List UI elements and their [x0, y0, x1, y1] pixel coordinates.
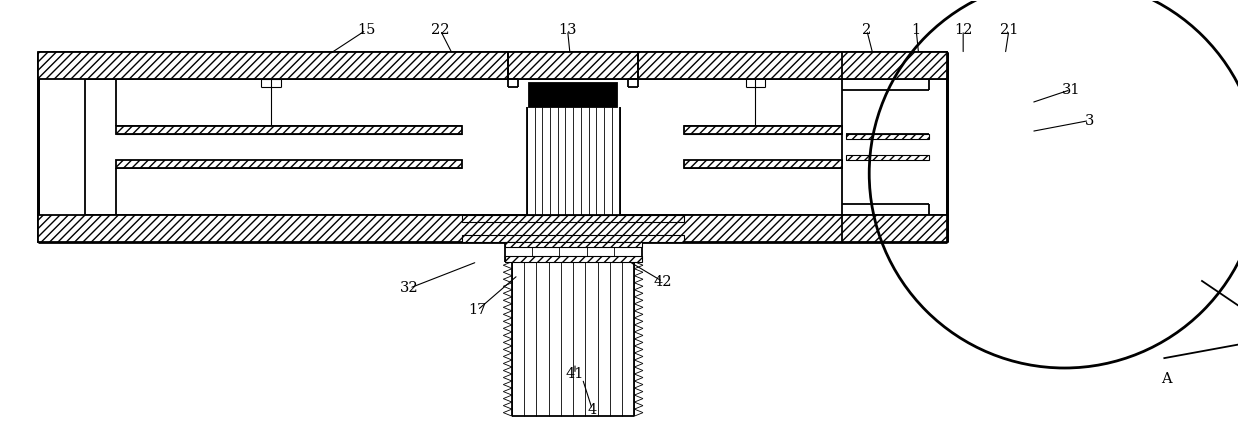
- Text: 32: 32: [400, 281, 419, 295]
- Text: 12: 12: [954, 23, 973, 37]
- Text: 42: 42: [653, 274, 672, 289]
- Bar: [504, 257, 642, 262]
- Text: 17: 17: [468, 303, 487, 317]
- Text: 13: 13: [559, 23, 577, 37]
- Text: A: A: [1161, 372, 1171, 386]
- Bar: [508, 52, 638, 79]
- Bar: [116, 160, 462, 168]
- Bar: [462, 235, 684, 242]
- Bar: [38, 52, 947, 242]
- Bar: [843, 52, 947, 79]
- Text: 1: 1: [912, 23, 921, 37]
- Text: 31: 31: [1062, 83, 1080, 97]
- Bar: [504, 242, 642, 247]
- Bar: [38, 215, 947, 242]
- Bar: [38, 52, 947, 79]
- Bar: [684, 160, 843, 168]
- Text: 22: 22: [431, 23, 450, 37]
- Bar: [529, 83, 617, 107]
- Text: 41: 41: [566, 367, 584, 381]
- Text: 2: 2: [862, 23, 871, 37]
- Bar: [462, 215, 684, 222]
- Text: 4: 4: [587, 403, 597, 416]
- Text: 15: 15: [357, 23, 375, 37]
- Text: 3: 3: [1084, 114, 1094, 127]
- Text: 21: 21: [1000, 23, 1018, 37]
- Bar: [116, 126, 462, 134]
- Bar: [843, 215, 947, 242]
- Bar: [846, 155, 928, 160]
- Bar: [684, 126, 843, 134]
- Bar: [846, 134, 928, 139]
